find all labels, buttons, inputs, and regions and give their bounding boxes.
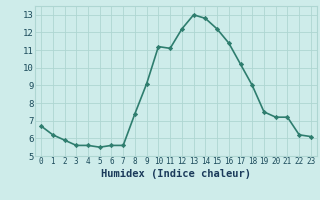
X-axis label: Humidex (Indice chaleur): Humidex (Indice chaleur) (101, 169, 251, 179)
